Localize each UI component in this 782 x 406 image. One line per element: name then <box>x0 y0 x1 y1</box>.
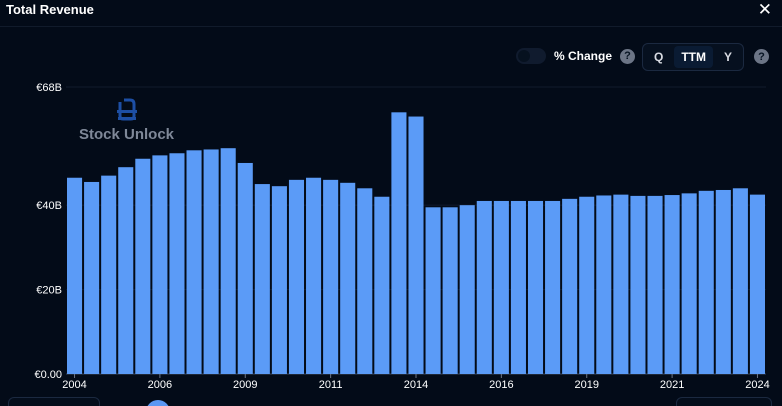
y-tick-label: €20B <box>36 285 62 297</box>
revenue-bar[interactable] <box>596 195 612 374</box>
stock-unlock-logo-icon <box>117 98 137 121</box>
revenue-bar[interactable] <box>425 207 441 374</box>
x-tick-label: 2014 <box>404 379 428 391</box>
revenue-bar[interactable] <box>152 155 168 374</box>
revenue-bar[interactable] <box>442 207 458 374</box>
revenue-bar[interactable] <box>732 188 748 374</box>
x-tick-label: 2011 <box>319 379 343 391</box>
x-tick-label: 2009 <box>233 379 257 391</box>
revenue-bar[interactable] <box>715 189 731 374</box>
revenue-bar[interactable] <box>749 194 765 375</box>
period-selector: Q TTM Y <box>642 43 744 71</box>
revenue-bar[interactable] <box>545 200 561 374</box>
revenue-bar[interactable] <box>288 179 305 374</box>
watermark-text: Stock Unlock <box>79 126 175 143</box>
revenue-bar[interactable] <box>664 195 680 374</box>
revenue-bar[interactable] <box>186 150 202 374</box>
revenue-bar[interactable] <box>67 177 83 374</box>
revenue-bar[interactable] <box>118 167 134 374</box>
bottom-right-control[interactable] <box>676 397 772 406</box>
revenue-bar[interactable] <box>493 200 509 374</box>
revenue-bar[interactable] <box>374 196 390 374</box>
x-tick-label: 2024 <box>745 379 769 391</box>
revenue-bar[interactable] <box>562 198 578 374</box>
revenue-bar[interactable] <box>698 190 714 374</box>
revenue-bar[interactable] <box>306 177 322 374</box>
x-tick-label: 2019 <box>574 379 598 391</box>
revenue-bar[interactable] <box>391 112 407 374</box>
percent-change-control: % Change ? <box>516 48 636 64</box>
revenue-bar[interactable] <box>647 195 663 374</box>
revenue-bar[interactable] <box>630 195 646 374</box>
revenue-bar[interactable] <box>237 162 253 374</box>
y-tick-label: €40B <box>36 200 62 212</box>
revenue-bar[interactable] <box>323 179 339 374</box>
revenue-bar[interactable] <box>579 196 595 374</box>
revenue-bar[interactable] <box>357 188 373 374</box>
revenue-bar[interactable] <box>476 200 492 374</box>
help-icon[interactable]: ? <box>620 48 636 64</box>
x-tick-label: 2021 <box>660 379 684 391</box>
revenue-bar[interactable] <box>340 182 356 374</box>
x-axis: 2004 2006 2009 2011 2014 2016 2019 2021 2024 <box>62 374 770 391</box>
revenue-bar[interactable] <box>408 116 424 374</box>
x-tick-label: 2004 <box>62 379 86 391</box>
x-tick-label: 2006 <box>148 379 172 391</box>
series-toggle-button[interactable] <box>146 400 170 406</box>
revenue-bar[interactable] <box>613 194 629 375</box>
toggle-knob <box>518 50 530 62</box>
revenue-bar[interactable] <box>84 181 100 374</box>
revenue-bar[interactable] <box>169 153 185 374</box>
bar-layer <box>67 112 765 375</box>
revenue-bar[interactable] <box>254 184 270 374</box>
y-axis: €0.00 €20B €40B €68B <box>34 82 62 381</box>
period-button-ttm[interactable]: TTM <box>674 46 713 68</box>
percent-change-toggle[interactable] <box>516 48 546 64</box>
period-button-q[interactable]: Q <box>654 50 664 64</box>
bottom-left-control[interactable] <box>8 397 100 406</box>
revenue-bar[interactable] <box>135 158 151 374</box>
revenue-bar[interactable] <box>527 200 544 374</box>
percent-change-label: % Change <box>554 49 613 63</box>
revenue-bar[interactable] <box>220 148 236 374</box>
help-icon-period[interactable]: ? <box>754 49 769 64</box>
y-tick-label: €0.00 <box>34 369 62 381</box>
x-tick-label: 2016 <box>489 379 513 391</box>
y-tick-label: €68B <box>36 82 62 94</box>
revenue-bar[interactable] <box>681 193 697 374</box>
revenue-bar[interactable] <box>271 186 287 374</box>
revenue-bar[interactable] <box>459 205 475 374</box>
close-icon[interactable]: ✕ <box>757 0 772 19</box>
period-button-y[interactable]: Y <box>723 50 732 64</box>
revenue-bar[interactable] <box>101 175 117 374</box>
revenue-bar[interactable] <box>203 149 219 374</box>
revenue-bar[interactable] <box>510 200 526 374</box>
header-divider <box>0 26 782 27</box>
watermark: Stock Unlock <box>79 98 175 143</box>
chart-panel-title: Total Revenue <box>6 2 94 17</box>
